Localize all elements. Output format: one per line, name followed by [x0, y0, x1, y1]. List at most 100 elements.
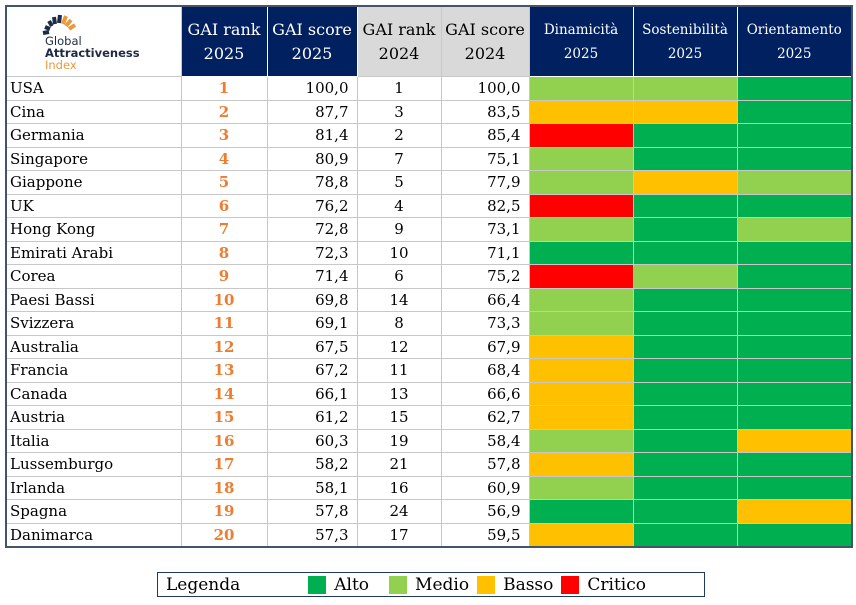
orientamento-level-cell — [736, 311, 853, 336]
score-2025-cell: 61,2 — [266, 405, 358, 430]
rank-2025-cell: 20 — [180, 522, 268, 548]
header-row: Global Attractiveness Index GAI rank 2025… — [5, 5, 853, 77]
country-cell: Emirati Arabi — [5, 240, 182, 265]
rank-2025-cell: 17 — [180, 452, 268, 477]
rank-2025-cell: 9 — [180, 264, 268, 289]
orientamento-level-cell — [736, 287, 853, 312]
score-2025-cell: 58,2 — [266, 452, 358, 477]
sostenibilita-level-cell — [632, 170, 738, 195]
country-cell: Cina — [5, 99, 182, 124]
score-2025-cell: 58,1 — [266, 475, 358, 500]
rank-2024-cell: 21 — [356, 452, 442, 477]
sostenibilita-level-cell — [632, 287, 738, 312]
sostenibilita-level-cell — [632, 311, 738, 336]
country-cell: Svizzera — [5, 311, 182, 336]
sunburst-icon — [42, 14, 77, 35]
score-2025-cell: 78,8 — [266, 170, 358, 195]
country-cell: Francia — [5, 358, 182, 383]
table-row: Svizzera 11 69,1 8 73,3 — [5, 311, 853, 336]
rank-2025-cell: 3 — [180, 123, 268, 148]
table-row: Emirati Arabi 8 72,3 10 71,1 — [5, 240, 853, 265]
score-2025-cell: 67,5 — [266, 334, 358, 359]
rank-2025-cell: 12 — [180, 334, 268, 359]
dinamicita-level-cell — [528, 170, 634, 195]
header-gai-score-2024: GAI score 2024 — [440, 5, 530, 77]
country-cell: Singapore — [5, 146, 182, 171]
sostenibilita-level-cell — [632, 76, 738, 101]
rank-2024-cell: 19 — [356, 428, 442, 453]
country-cell: Lussemburgo — [5, 452, 182, 477]
dinamicita-level-cell — [528, 475, 634, 500]
score-2025-cell: 67,2 — [266, 358, 358, 383]
sostenibilita-level-cell — [632, 405, 738, 430]
sostenibilita-level-cell — [632, 193, 738, 218]
dinamicita-level-cell — [528, 287, 634, 312]
rank-2024-cell: 1 — [356, 76, 442, 101]
score-2024-cell: 85,4 — [440, 123, 530, 148]
table-row: Francia 13 67,2 11 68,4 — [5, 358, 853, 383]
sostenibilita-level-cell — [632, 99, 738, 124]
legend-item-critico: Critico — [561, 575, 646, 595]
country-cell: Paesi Bassi — [5, 287, 182, 312]
country-cell: Canada — [5, 381, 182, 406]
score-2025-cell: 57,3 — [266, 522, 358, 548]
orientamento-level-cell — [736, 170, 853, 195]
rank-2025-cell: 6 — [180, 193, 268, 218]
table-row: Corea 9 71,4 6 75,2 — [5, 264, 853, 289]
legend-item-medio: Medio — [389, 575, 469, 595]
sostenibilita-level-cell — [632, 217, 738, 242]
rank-2024-cell: 17 — [356, 522, 442, 548]
score-2024-cell: 68,4 — [440, 358, 530, 383]
country-cell: Australia — [5, 334, 182, 359]
rank-2024-cell: 4 — [356, 193, 442, 218]
score-2024-cell: 83,5 — [440, 99, 530, 124]
legend-swatch — [389, 575, 408, 594]
header-sostenibilita: Sostenibilità 2025 — [632, 5, 738, 77]
score-2024-cell: 77,9 — [440, 170, 530, 195]
sostenibilita-level-cell — [632, 146, 738, 171]
rank-2024-cell: 3 — [356, 99, 442, 124]
rank-2024-cell: 9 — [356, 217, 442, 242]
score-2024-cell: 57,8 — [440, 452, 530, 477]
table-row: Singapore 4 80,9 7 75,1 — [5, 146, 853, 171]
score-2024-cell: 82,5 — [440, 193, 530, 218]
rank-2024-cell: 10 — [356, 240, 442, 265]
rank-2024-cell: 14 — [356, 287, 442, 312]
score-2025-cell: 80,9 — [266, 146, 358, 171]
rank-2025-cell: 18 — [180, 475, 268, 500]
country-cell: USA — [5, 76, 182, 101]
rank-2024-cell: 16 — [356, 475, 442, 500]
rank-2025-cell: 7 — [180, 217, 268, 242]
rank-2025-cell: 19 — [180, 499, 268, 524]
dinamicita-level-cell — [528, 499, 634, 524]
orientamento-level-cell — [736, 358, 853, 383]
score-2025-cell: 60,3 — [266, 428, 358, 453]
rank-2024-cell: 2 — [356, 123, 442, 148]
legend-swatch — [477, 575, 496, 594]
sostenibilita-level-cell — [632, 240, 738, 265]
legend-swatch — [561, 575, 580, 594]
table-row: Cina 2 87,7 3 83,5 — [5, 99, 853, 124]
rank-2025-cell: 2 — [180, 99, 268, 124]
sostenibilita-level-cell — [632, 428, 738, 453]
score-2024-cell: 75,1 — [440, 146, 530, 171]
orientamento-level-cell — [736, 452, 853, 477]
score-2025-cell: 71,4 — [266, 264, 358, 289]
sostenibilita-level-cell — [632, 522, 738, 548]
table-row: Irlanda 18 58,1 16 60,9 — [5, 475, 853, 500]
dinamicita-level-cell — [528, 99, 634, 124]
rank-2024-cell: 8 — [356, 311, 442, 336]
orientamento-level-cell — [736, 193, 853, 218]
table-row: Giappone 5 78,8 5 77,9 — [5, 170, 853, 195]
table-row: Hong Kong 7 72,8 9 73,1 — [5, 217, 853, 242]
dinamicita-level-cell — [528, 193, 634, 218]
rank-2025-cell: 10 — [180, 287, 268, 312]
country-cell: Germania — [5, 123, 182, 148]
score-2025-cell: 57,8 — [266, 499, 358, 524]
country-cell: Corea — [5, 264, 182, 289]
header-dinamicita: Dinamicità 2025 — [528, 5, 634, 77]
rank-2025-cell: 4 — [180, 146, 268, 171]
dinamicita-level-cell — [528, 146, 634, 171]
score-2024-cell: 66,6 — [440, 381, 530, 406]
rank-2024-cell: 15 — [356, 405, 442, 430]
